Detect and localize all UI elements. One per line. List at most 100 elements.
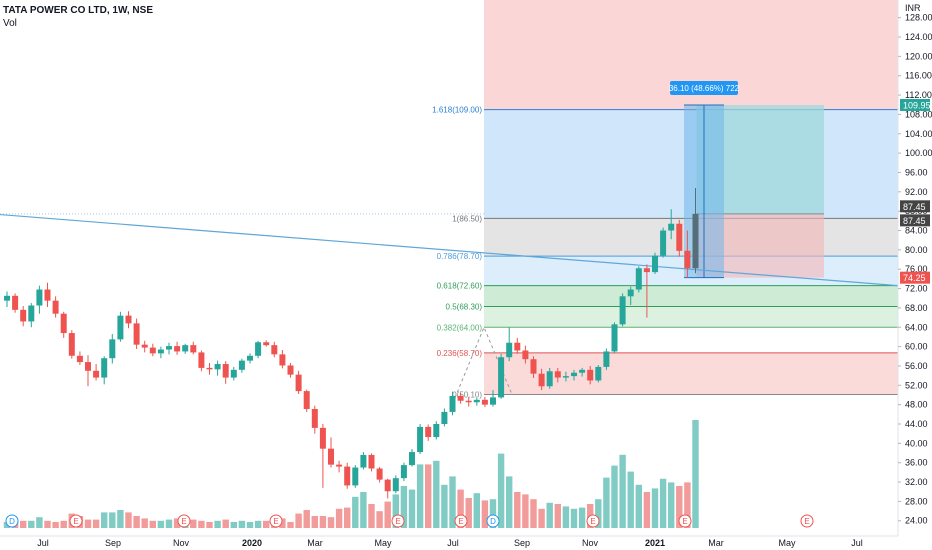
time-tick-label: Nov (582, 538, 599, 548)
candle-body (311, 409, 318, 428)
volume-bar (149, 520, 156, 528)
candle-body (141, 344, 148, 348)
fib-level-label: 1(86.50) (452, 214, 482, 223)
volume-bar (214, 520, 221, 528)
price-tick-label: 92.00 (905, 187, 928, 197)
volume-bar (352, 496, 359, 528)
candle-body (579, 369, 586, 373)
fib-zone-0382 (484, 327, 898, 353)
time-tick-label: May (374, 538, 392, 548)
candle-body (68, 333, 75, 356)
volume-bar (287, 522, 294, 528)
candle-body (198, 352, 205, 368)
fib-level-label: 0.786(78.70) (437, 252, 483, 261)
volume-bar (319, 516, 327, 528)
symbol-title: TATA POWER CO LTD, 1W, NSE (3, 5, 153, 16)
price-tick-label: 124.00 (905, 32, 932, 42)
candle-body (538, 373, 545, 387)
event-marker-earnings (800, 514, 814, 528)
candle-body (255, 342, 262, 356)
fib-level-label: 0(50.10) (452, 390, 482, 399)
candle-body (20, 309, 27, 322)
candle-body (546, 371, 553, 387)
candle-body (93, 370, 100, 378)
candle-body (668, 223, 675, 231)
candle-body (166, 346, 172, 350)
event-marker-label: D (490, 517, 496, 526)
price-tick-label: 32.00 (905, 477, 928, 487)
volume-bar (254, 520, 262, 528)
price-tick-label: 44.00 (905, 419, 928, 429)
volume-bar (643, 492, 651, 528)
volume-bar (311, 516, 318, 528)
candle-body (28, 305, 35, 322)
candle-body (214, 364, 221, 370)
volume-bar (481, 500, 489, 528)
candle-body (409, 452, 415, 466)
volume-bar (230, 522, 237, 528)
fib-level-label: 0.5(68.30) (446, 302, 483, 311)
volume-bar (473, 493, 480, 528)
candle-body (595, 366, 602, 381)
candle-body (263, 342, 270, 346)
candle-body (506, 342, 513, 358)
price-tick-label: 80.00 (905, 245, 928, 255)
volume-bar (578, 507, 586, 528)
candle-body (425, 426, 432, 438)
candle-body (457, 395, 464, 401)
candle-body (303, 391, 310, 410)
time-tick-label: Sep (514, 538, 530, 548)
volume-bar (141, 518, 148, 528)
volume-bar (28, 520, 35, 528)
price-tick-label: 56.00 (905, 361, 928, 371)
volume-bar (101, 512, 108, 528)
volume-bar (36, 517, 43, 528)
price-tick-label: 116.00 (905, 71, 932, 81)
volume-bar (173, 518, 181, 528)
entry-price-badge-bg (900, 214, 930, 227)
price-tick-label: 108.00 (905, 109, 932, 119)
fib-zone-05 (484, 306, 898, 328)
event-marker-label: E (590, 517, 595, 526)
volume-bar (408, 489, 416, 528)
candle-body (157, 349, 164, 354)
price-tick-label: 72.00 (905, 284, 928, 294)
time-tick-label: Mar (708, 538, 724, 548)
volume-bar (425, 464, 432, 528)
volume-bar (368, 504, 375, 528)
stop-price-badge-bg (900, 271, 930, 284)
price-tick-label: 112.00 (905, 90, 932, 100)
current-price-badge: 87.45 (903, 202, 926, 212)
candle-body (514, 342, 521, 351)
candle-body (611, 324, 618, 352)
candle-body (376, 468, 383, 480)
volume-bar (668, 482, 675, 528)
volume-bar (303, 510, 310, 528)
fib-level-label: 0.382(64.00) (437, 323, 483, 332)
volume-bar (416, 464, 424, 528)
candle-body (635, 268, 642, 290)
candle-body (465, 400, 472, 403)
volume-bar (546, 502, 553, 528)
time-tick-label: Sep (105, 538, 121, 548)
volume-bar (206, 522, 213, 528)
candle-body (554, 371, 561, 378)
volume-bar (392, 494, 399, 528)
candle-body (627, 289, 634, 297)
price-tick-label: 104.00 (905, 129, 932, 139)
candle-body (352, 467, 359, 486)
candle-body (360, 454, 367, 468)
event-marker-earnings (269, 514, 283, 528)
candle-body (522, 350, 529, 360)
candle-body (562, 376, 569, 378)
candle-body (174, 346, 181, 352)
candle-body (125, 315, 132, 324)
volume-bar (165, 519, 173, 528)
fib-zone-0618 (484, 285, 898, 307)
price-tick-label: 64.00 (905, 322, 928, 332)
trendline (0, 213, 899, 287)
candle-body (101, 358, 108, 378)
measure-badge-text: 36.10 (48.66%) 722 (669, 84, 740, 93)
candle-body (76, 355, 83, 363)
